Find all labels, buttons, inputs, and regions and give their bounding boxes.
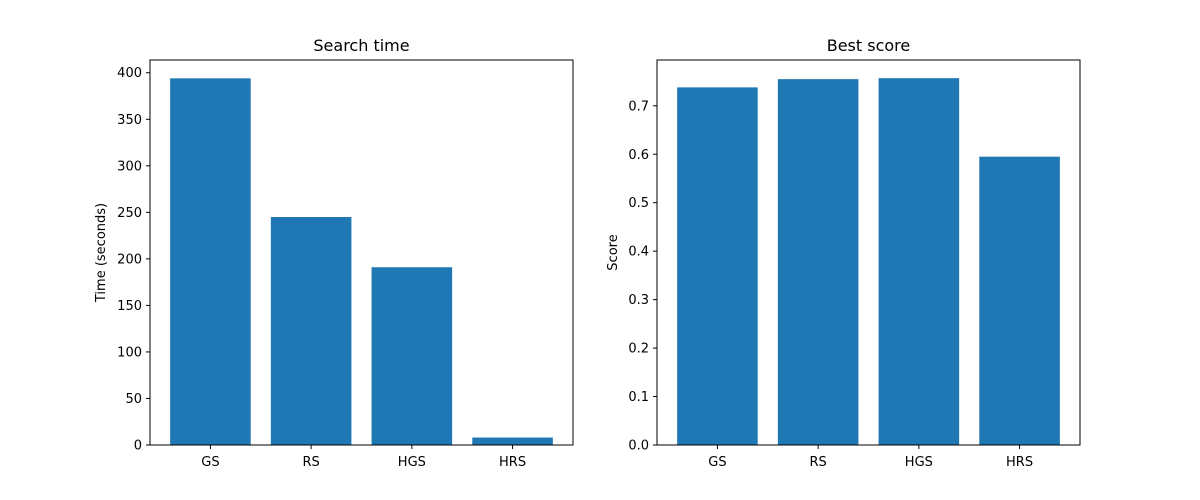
search-time-y-tick-label: 50 bbox=[125, 392, 142, 407]
best-score-y-label: Score bbox=[606, 234, 621, 270]
best-score-y-axis: 0.0 0.1 0.2 0.3 0.4 0.5 0.6 0.7 bbox=[628, 99, 657, 454]
search-time-bar-hrs bbox=[472, 437, 553, 445]
search-time-y-axis: 0 50 100 150 200 250 300 350 400 bbox=[117, 66, 150, 454]
search-time-y-tick-label: 100 bbox=[117, 345, 142, 360]
search-time-bar-rs bbox=[270, 217, 352, 445]
search-time-x-tick-label: GS bbox=[201, 455, 219, 470]
best-score-bar-hrs bbox=[979, 156, 1060, 446]
best-score-x-tick-label: HRS bbox=[1006, 455, 1033, 470]
search-time-bar-gs bbox=[170, 78, 251, 445]
best-score-y-tick-label: 0.5 bbox=[628, 196, 649, 211]
search-time-bar-hgs bbox=[371, 267, 453, 445]
search-time-y-label: Time (seconds) bbox=[94, 203, 109, 303]
search-time-plot-frame bbox=[149, 59, 574, 446]
search-time-chart: 0 50 100 150 200 250 300 350 400 GS RS HGS HRS Sear… bbox=[94, 36, 574, 470]
best-score-bar-gs bbox=[677, 87, 758, 445]
best-score-chart: 0.0 0.1 0.2 0.3 0.4 0.5 0.6 0.7 GS RS HGS HRS Best… bbox=[606, 36, 1081, 470]
search-time-y-tick-label: 250 bbox=[117, 206, 142, 221]
best-score-bars bbox=[677, 78, 1060, 446]
search-time-bars bbox=[170, 78, 553, 445]
search-time-x-tick-label: HGS bbox=[398, 455, 426, 470]
best-score-plot-frame bbox=[656, 59, 1081, 446]
best-score-y-tick-label: 0.6 bbox=[628, 148, 649, 163]
search-time-title: Search time bbox=[313, 36, 409, 55]
best-score-y-tick-label: 0.4 bbox=[628, 245, 649, 260]
best-score-y-tick-label: 0.7 bbox=[628, 99, 649, 114]
best-score-x-tick-label: HGS bbox=[905, 455, 933, 470]
best-score-bar-hgs bbox=[878, 78, 960, 446]
search-time-y-tick-label: 400 bbox=[117, 66, 142, 81]
search-time-y-tick-label: 300 bbox=[117, 159, 142, 174]
search-time-y-tick-label: 0 bbox=[134, 439, 142, 454]
search-time-x-tick-label: RS bbox=[302, 455, 319, 470]
search-time-x-axis: GS RS HGS HRS bbox=[201, 445, 526, 470]
best-score-y-tick-label: 0.0 bbox=[628, 439, 649, 454]
search-time-y-tick-label: 150 bbox=[117, 299, 142, 314]
best-score-x-tick-label: RS bbox=[809, 455, 826, 470]
search-time-x-tick-label: HRS bbox=[499, 455, 526, 470]
best-score-y-tick-label: 0.2 bbox=[628, 342, 649, 357]
best-score-bar-rs bbox=[777, 79, 859, 445]
search-time-y-tick-label: 350 bbox=[117, 113, 142, 128]
best-score-x-axis: GS RS HGS HRS bbox=[708, 445, 1033, 470]
search-time-y-tick-label: 200 bbox=[117, 252, 142, 267]
best-score-title: Best score bbox=[827, 36, 911, 55]
best-score-y-tick-label: 0.1 bbox=[628, 390, 649, 405]
best-score-y-tick-label: 0.3 bbox=[628, 293, 649, 308]
best-score-x-tick-label: GS bbox=[708, 455, 726, 470]
